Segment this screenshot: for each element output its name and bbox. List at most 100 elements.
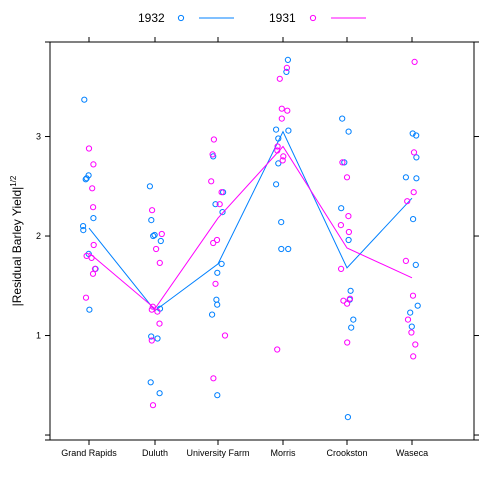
point-1932 — [148, 217, 155, 224]
point-1932 — [273, 181, 280, 188]
point-1932 — [213, 296, 220, 303]
point-1931 — [402, 257, 409, 264]
y-axis-label-exponent: 1/2 — [9, 175, 18, 187]
mean-line-1931 — [88, 145, 413, 310]
point-1932 — [83, 175, 90, 182]
point-1932 — [412, 261, 419, 268]
x-tick-label: Crookston — [326, 448, 367, 458]
point-1931 — [149, 207, 156, 214]
point-1931 — [82, 294, 90, 301]
y-tick-label: 2 — [36, 231, 41, 241]
point-1931 — [404, 316, 412, 323]
point-1932 — [283, 68, 290, 76]
data-marks — [80, 56, 421, 421]
x-tick-label: University Farm — [186, 448, 249, 458]
point-1932 — [341, 159, 348, 166]
legend-marker-1931 — [309, 14, 317, 22]
point-1931 — [283, 64, 290, 72]
point-1931 — [284, 107, 291, 114]
point-1932 — [214, 301, 221, 308]
point-1931 — [210, 136, 217, 143]
x-tick-label: Grand Rapids — [61, 448, 117, 458]
x-tick-label: Morris — [271, 448, 296, 458]
point-1932 — [148, 333, 155, 340]
point-1932 — [338, 205, 345, 212]
point-1931 — [209, 151, 216, 158]
point-1931 — [210, 239, 217, 247]
point-1931 — [90, 204, 97, 211]
point-1932 — [413, 132, 420, 139]
point-1931 — [213, 236, 221, 244]
point-1931 — [409, 292, 417, 299]
point-1931 — [410, 189, 417, 196]
point-1932 — [345, 128, 352, 135]
point-1931 — [337, 222, 344, 229]
point-1932 — [275, 160, 282, 167]
point-1931 — [343, 174, 351, 181]
legend-label-1932: 1932 — [138, 11, 165, 25]
point-1932 — [413, 154, 420, 161]
point-1931 — [148, 306, 155, 313]
point-1931 — [83, 252, 90, 259]
point-1931 — [338, 265, 345, 272]
point-1931 — [279, 157, 286, 164]
point-1932 — [273, 126, 280, 133]
point-1931 — [404, 198, 411, 205]
point-1932 — [150, 232, 157, 240]
point-1931 — [280, 153, 287, 160]
point-1931 — [278, 105, 285, 112]
point-1932 — [156, 390, 163, 397]
x-axis: Grand Rapids Duluth University Farm Morris C… — [61, 37, 428, 458]
point-1931 — [156, 320, 163, 327]
point-1931 — [274, 346, 281, 353]
point-1932 — [408, 323, 415, 330]
point-1931 — [345, 213, 352, 220]
point-1931 — [89, 185, 96, 192]
point-1932 — [81, 96, 88, 103]
point-1931 — [274, 143, 281, 150]
point-1932 — [347, 287, 354, 294]
point-1931 — [344, 339, 351, 346]
point-1931 — [345, 228, 352, 236]
point-1932 — [209, 311, 216, 318]
mean-line-1932 — [88, 130, 413, 312]
y-axis-label: |Residual Barley Yield|1/2 — [9, 175, 24, 306]
point-1932 — [345, 236, 352, 244]
point-1932 — [212, 201, 219, 208]
point-1932 — [339, 115, 346, 122]
point-1931 — [339, 159, 346, 166]
x-tick-label: Waseca — [396, 448, 428, 458]
point-1931 — [216, 201, 223, 208]
point-1931 — [90, 241, 97, 249]
point-1932 — [344, 414, 351, 421]
series-1931 — [82, 58, 419, 409]
point-1931 — [412, 341, 419, 348]
plot-frame — [49, 41, 475, 441]
y-tick-label: 3 — [36, 132, 41, 142]
point-1931 — [276, 75, 283, 82]
point-1931 — [218, 189, 225, 196]
y-tick-label: 1 — [36, 331, 41, 341]
point-1931 — [410, 353, 417, 360]
point-1931 — [212, 280, 219, 287]
point-1932 — [147, 379, 154, 386]
point-1931 — [149, 402, 157, 409]
y-axis-label-main: |Residual Barley Yield| — [10, 187, 24, 307]
point-1932 — [278, 245, 285, 253]
x-tick-label: Duluth — [142, 448, 168, 458]
point-1932 — [410, 216, 417, 223]
point-1932 — [80, 223, 87, 230]
point-1932 — [82, 176, 89, 183]
point-1932 — [146, 183, 153, 190]
point-1932 — [86, 306, 93, 313]
point-1931 — [221, 332, 229, 339]
legend: 1932 1931 — [138, 11, 366, 25]
point-1931 — [210, 375, 217, 382]
point-1932 — [402, 174, 409, 181]
point-1931 — [208, 178, 215, 185]
point-1932 — [157, 237, 164, 245]
point-1932 — [407, 309, 414, 316]
point-1931 — [410, 149, 418, 156]
point-1931 — [346, 295, 354, 302]
